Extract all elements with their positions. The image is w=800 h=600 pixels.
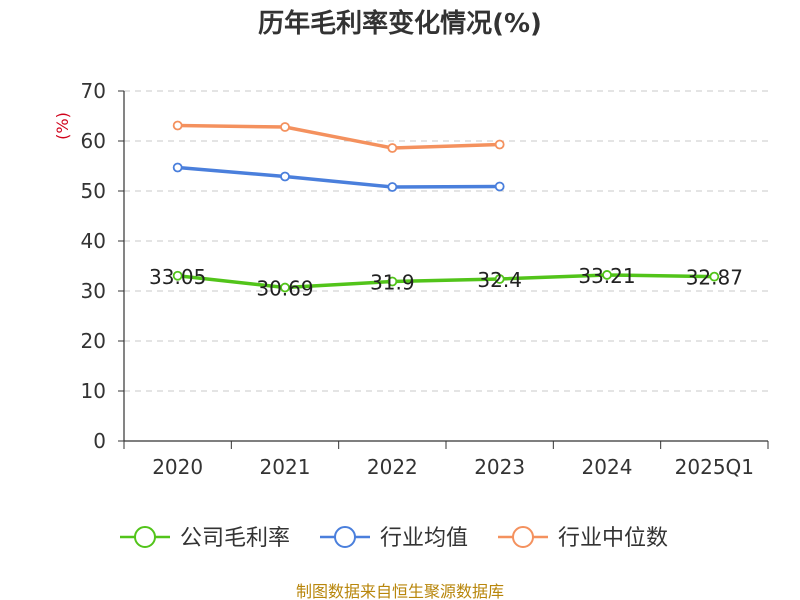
data-label: 31.9: [370, 271, 415, 295]
legend-label: 行业均值: [380, 526, 468, 551]
y-tick-label: 70: [81, 79, 106, 103]
legend-label: 行业中位数: [558, 526, 668, 551]
data-label: 32.87: [686, 266, 743, 290]
grid-layer: [124, 90, 768, 392]
x-tick-label: 2023: [474, 455, 525, 479]
y-tick-label: 20: [81, 329, 106, 353]
company-gross-margin-point[interactable]: [172, 270, 183, 281]
data-label-layer: 33.05 30.69 31.9 32.4 33.21 32.87: [149, 264, 743, 301]
industry-average-point[interactable]: [172, 162, 183, 173]
legend-label: 公司毛利率: [180, 526, 290, 551]
x-tick-label: 2021: [260, 455, 311, 479]
legend-item-industry-average[interactable]: 行业均值: [320, 526, 468, 551]
company-gross-margin-line: [177, 273, 715, 290]
industry-median-point[interactable]: [387, 143, 398, 153]
industry-average-point[interactable]: [494, 181, 505, 192]
legend-item-company-gross-margin[interactable]: 公司毛利率: [120, 526, 290, 551]
data-label: 33.05: [149, 265, 206, 289]
company-gross-margin-point[interactable]: [494, 274, 505, 284]
x-tick-label: 2022: [367, 455, 418, 479]
industry-average-point[interactable]: [280, 171, 290, 182]
legend-circle-icon: [134, 526, 156, 548]
industry-median-point[interactable]: [494, 139, 505, 150]
source-note: 制图数据来自恒生聚源数据库: [296, 582, 504, 600]
y-tick-label: 60: [81, 129, 106, 153]
legend-circle-icon: [512, 526, 534, 548]
legend-circle-icon: [334, 526, 356, 548]
company-gross-margin-point[interactable]: [280, 282, 290, 293]
data-label: 32.4: [477, 268, 522, 292]
x-tick-label: 2020: [152, 455, 203, 479]
axis-layer: 0 10 20 30 40 50 60 70 2020 2021 2022 2023 2024 2025Q…: [81, 79, 769, 479]
industry-median-line: [177, 123, 500, 150]
industry-average-line: [177, 165, 500, 189]
series-layer: [172, 120, 720, 293]
x-tick-label: 2024: [582, 455, 633, 479]
y-tick-label: 30: [81, 279, 106, 303]
industry-median-point[interactable]: [172, 120, 183, 131]
data-label: 33.21: [578, 264, 635, 288]
data-label: 30.69: [256, 277, 313, 301]
legend[interactable]: 公司毛利率 行业均值 行业中位数: [120, 526, 668, 551]
x-tick-label: 2025Q1: [675, 455, 754, 479]
y-tick-label: 10: [81, 379, 106, 403]
y-axis-label: (%): [53, 112, 72, 140]
industry-median-point[interactable]: [280, 122, 290, 132]
company-gross-margin-point[interactable]: [387, 276, 398, 287]
company-gross-margin-point[interactable]: [709, 271, 720, 282]
legend-item-industry-median[interactable]: 行业中位数: [498, 526, 668, 551]
y-tick-label: 40: [81, 229, 106, 253]
chart-title: 历年毛利率变化情况(%): [258, 8, 542, 39]
industry-average-point[interactable]: [387, 182, 398, 192]
company-gross-margin-point[interactable]: [602, 270, 612, 280]
y-tick-label: 0: [93, 429, 106, 453]
y-tick-label: 50: [81, 179, 106, 203]
